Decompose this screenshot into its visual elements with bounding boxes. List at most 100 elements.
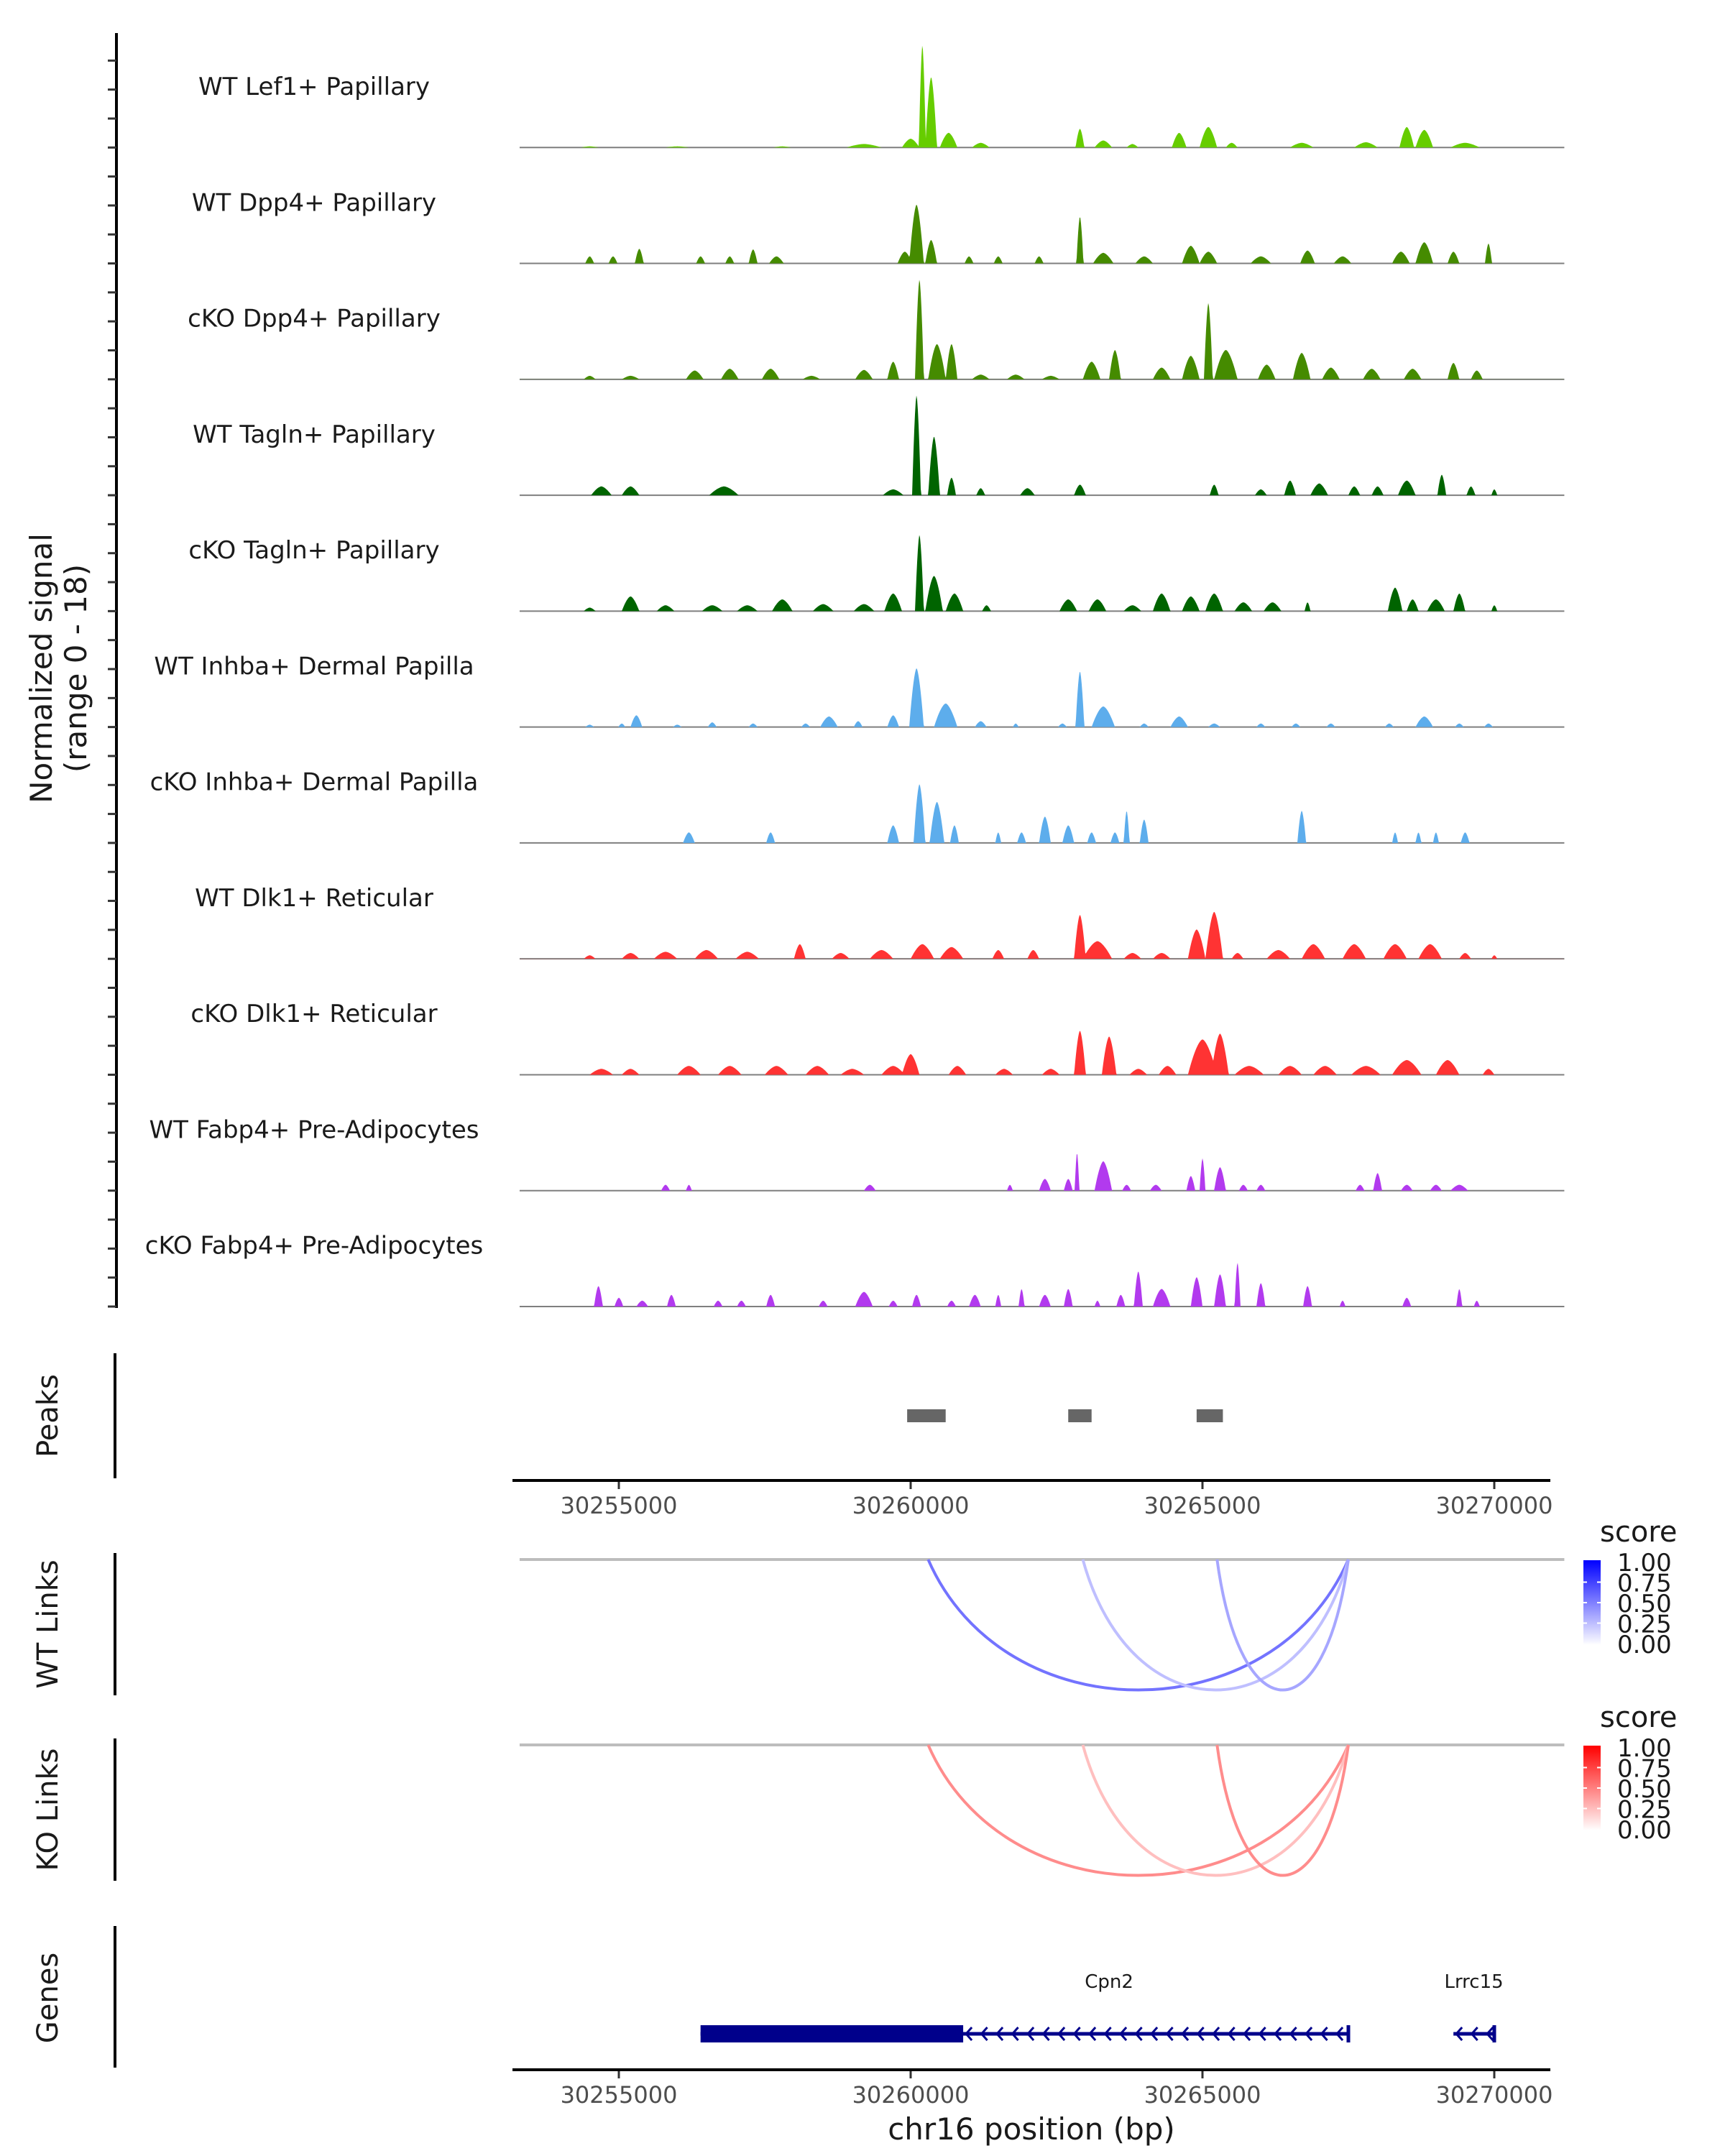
legend-tick-label: 0.75 (1617, 1755, 1672, 1784)
x-tick-label: 30270000 (1436, 1492, 1553, 1519)
coverage-track: WT Fabp4+ Pre-Adipocytes (150, 1115, 1565, 1192)
coverage-y-axis (108, 33, 118, 1308)
link-arc (926, 1744, 1350, 1877)
legend-tick-label: 1.00 (1617, 1734, 1672, 1763)
coverage-track: cKO Dlk1+ Reticular (190, 1000, 1565, 1076)
strand-arrow-icon (1320, 2027, 1328, 2041)
strand-arrow-icon (1150, 2027, 1159, 2041)
strand-arrow-icon (1026, 2027, 1035, 2041)
gene-model: Lrrc15 (1444, 1971, 1504, 2042)
coverage-track: cKO Inhba+ Dermal Papilla (150, 768, 1565, 844)
track-label: WT Inhba+ Dermal Papilla (154, 652, 474, 681)
peak-region (1068, 1409, 1092, 1422)
legend-tick-label: 0.00 (1617, 1631, 1672, 1659)
link-arc (926, 1559, 1350, 1692)
peak-region (1196, 1409, 1223, 1422)
coverage-area (519, 535, 1565, 612)
strand-arrow-icon (1227, 2027, 1236, 2041)
strand-arrow-icon (995, 2027, 1004, 2041)
coverage-area (519, 280, 1565, 379)
coverage-area (519, 1031, 1565, 1075)
legend-tick-label: 0.25 (1617, 1796, 1672, 1825)
x-tick-label: 30265000 (1144, 2081, 1261, 2109)
track-label: cKO Dpp4+ Papillary (188, 305, 441, 333)
coverage-track: WT Dlk1+ Reticular (195, 884, 1565, 960)
strand-arrow-icon (1212, 2027, 1220, 2041)
strand-arrow-icon (1455, 2027, 1463, 2041)
track-label: WT Lef1+ Papillary (198, 73, 430, 101)
strand-arrow-icon (1289, 2027, 1297, 2041)
x-axis-ticks-top: 30255000 30260000 30265000 30270000 (561, 1482, 1553, 1519)
link-arc (1081, 1559, 1350, 1692)
gene-name-label: Lrrc15 (1444, 1971, 1503, 1993)
gene-model: Cpn2 (700, 1971, 1351, 2042)
x-tick-label: 30260000 (852, 1492, 970, 1519)
strand-arrow-icon (1274, 2027, 1282, 2041)
link-arc (1081, 1744, 1350, 1877)
links-label: KO Links (32, 1749, 65, 1871)
strand-arrow-icon (1103, 2027, 1112, 2041)
strand-arrow-icon (1181, 2027, 1190, 2041)
x-tick-label: 30255000 (561, 1492, 678, 1519)
strand-arrow-icon (980, 2027, 988, 2041)
coverage-area (519, 911, 1565, 959)
coverage-area (519, 1153, 1565, 1191)
strand-arrow-icon (1041, 2027, 1050, 2041)
track-label: cKO Dlk1+ Reticular (190, 1000, 437, 1028)
genes-label: Genes (32, 1953, 65, 2043)
strand-arrow-icon (1470, 2027, 1478, 2041)
x-tick-label: 30270000 (1436, 2081, 1553, 2109)
x-tick-label: 30265000 (1144, 1492, 1261, 1519)
coverage-area (519, 45, 1565, 148)
strand-arrow-icon (965, 2027, 973, 2041)
strand-arrow-icon (1486, 2027, 1494, 2041)
strand-arrow-icon (1196, 2027, 1205, 2041)
legend-tick-label: 1.00 (1617, 1549, 1672, 1577)
coverage-track: WT Tagln+ Papillary (193, 395, 1565, 497)
strand-arrow-icon (1165, 2027, 1174, 2041)
gene-models: Cpn2 Lrrc15 (700, 1971, 1504, 2042)
x-tick-label: 30255000 (561, 2081, 678, 2109)
legend-title: score (1600, 1701, 1677, 1734)
coverage-area (519, 1263, 1565, 1307)
links-label: WT Links (32, 1560, 65, 1688)
track-label: cKO Tagln+ Papillary (188, 536, 439, 565)
track-label: cKO Fabp4+ Pre-Adipocytes (145, 1232, 484, 1261)
peak-region (907, 1409, 946, 1422)
legend-tick-label: 0.75 (1617, 1570, 1672, 1598)
strand-arrow-icon (1134, 2027, 1143, 2041)
strand-arrow-icon (1072, 2027, 1081, 2041)
y-axis-title-line-2: (range 0 - 18) (58, 564, 93, 773)
track-label: WT Fabp4+ Pre-Adipocytes (150, 1115, 479, 1144)
coverage-track: WT Inhba+ Dermal Papilla (154, 652, 1565, 728)
link-arc (1215, 1559, 1350, 1692)
strand-arrow-icon (1011, 2027, 1019, 2041)
x-axis-ticks-bottom: 30255000 30260000 30265000 30270000 (561, 2071, 1553, 2109)
strand-arrow-icon (1119, 2027, 1128, 2041)
track-label: WT Dpp4+ Papillary (192, 188, 436, 217)
coverage-track: cKO Tagln+ Papillary (188, 535, 1565, 612)
coverage-track: cKO Dpp4+ Papillary (188, 280, 1565, 380)
legend-tick-label: 0.50 (1617, 1590, 1672, 1618)
strand-arrow-icon (1057, 2027, 1066, 2041)
strand-arrow-icon (1305, 2027, 1313, 2041)
strand-arrow-icon (1243, 2027, 1251, 2041)
coverage-tracks: WT Lef1+ Papillary WT Dpp4+ Papillary cKO … (145, 45, 1565, 1307)
coverage-track: cKO Fabp4+ Pre-Adipocytes (145, 1232, 1565, 1307)
peak-regions (907, 1409, 1223, 1422)
coverage-area (519, 395, 1565, 496)
gene-exon (700, 2025, 964, 2042)
y-axis-title: Normalized signal (range 0 - 18) (24, 533, 93, 803)
coverage-area (519, 204, 1565, 264)
strand-arrow-icon (1088, 2027, 1097, 2041)
x-tick-label: 30260000 (852, 2081, 970, 2109)
legend-tick-label: 0.00 (1617, 1816, 1672, 1845)
coverage-track: WT Lef1+ Papillary (198, 45, 1565, 149)
track-label: WT Dlk1+ Reticular (195, 884, 433, 913)
x-axis-title: chr16 position (bp) (888, 2111, 1175, 2147)
coverage-area (519, 784, 1565, 843)
